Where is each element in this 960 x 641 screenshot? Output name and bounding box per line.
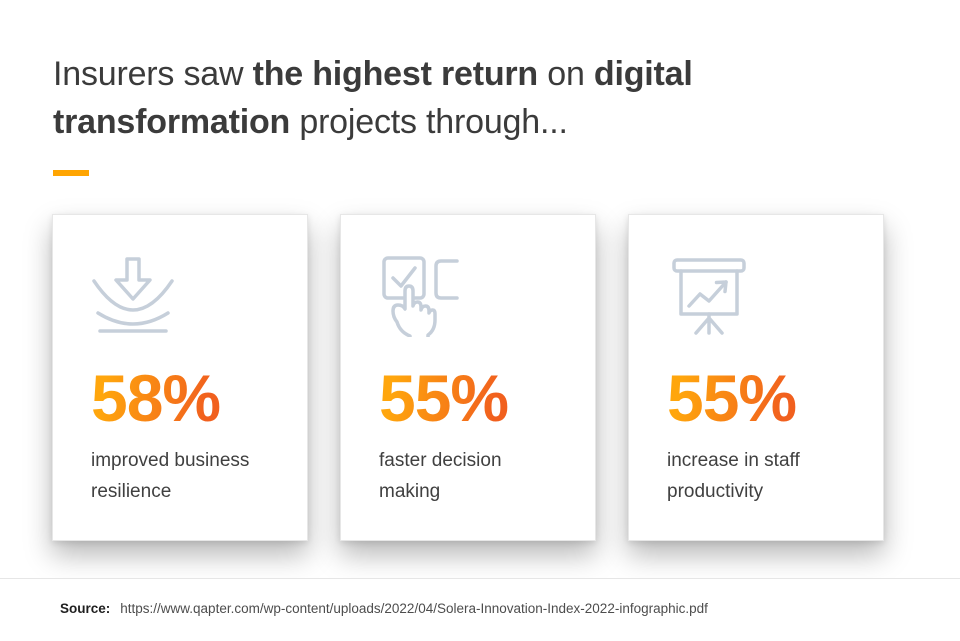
source-label: Source: xyxy=(60,601,111,616)
stat-value: 55% xyxy=(667,361,797,435)
stat-card-decision: 55% faster decision making xyxy=(340,214,596,541)
checkbox-click-icon xyxy=(382,256,459,337)
stat-value: 55% xyxy=(379,361,509,435)
title-line-1: Insurers saw the highest return on digit… xyxy=(53,55,693,93)
stat-card-resilience: 58% improved business resilience xyxy=(52,214,308,541)
stat-card-productivity: 55% increase in staff productivity xyxy=(628,214,884,541)
title-line-2: transformation projects through... xyxy=(53,103,568,141)
stat-value: 58% xyxy=(91,361,221,435)
source-url: https://www.qapter.com/wp-content/upload… xyxy=(120,601,708,616)
impact-absorption-icon xyxy=(92,257,174,333)
stat-cards: 58% improved business resilience 55% fas… xyxy=(52,214,884,541)
stat-label: improved business resilience xyxy=(91,450,250,502)
stat-label: increase in staff productivity xyxy=(667,450,800,502)
source-row: Source: https://www.qapter.com/wp-content… xyxy=(60,600,708,618)
presentation-growth-icon xyxy=(672,258,746,335)
page-title: Insurers saw the highest return on digit… xyxy=(53,50,923,146)
source-footer: Source: https://www.qapter.com/wp-content… xyxy=(0,578,960,641)
accent-dash xyxy=(53,170,89,176)
stat-label: faster decision making xyxy=(379,450,502,502)
